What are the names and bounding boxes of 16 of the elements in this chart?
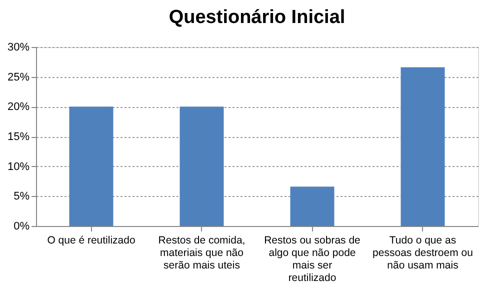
chart-title: Questionário Inicial xyxy=(168,7,346,28)
y-tick-label: 0% xyxy=(14,220,30,232)
y-tick-label: 30% xyxy=(7,42,30,54)
y-tick-label: 20% xyxy=(7,101,30,114)
y-tick-label: 25% xyxy=(7,71,30,84)
x-tick-label: Restos de comida, materiais que não serão mais uteis xyxy=(158,234,246,272)
x-tick-label: O que é reutilizado xyxy=(47,234,136,246)
bar xyxy=(290,186,334,226)
x-tick-label: Tudo o que as pessoas destroem ou não usam mais xyxy=(372,234,474,272)
bar xyxy=(180,106,224,226)
x-tick-label: Restos ou sobras de algo que não pode mais ser reutilizado xyxy=(264,234,361,284)
y-tick-label: 15% xyxy=(7,131,30,143)
bar xyxy=(400,67,445,226)
y-tick-label: 10% xyxy=(7,160,30,173)
bar xyxy=(69,106,114,226)
y-tick-label: 5% xyxy=(14,190,30,203)
